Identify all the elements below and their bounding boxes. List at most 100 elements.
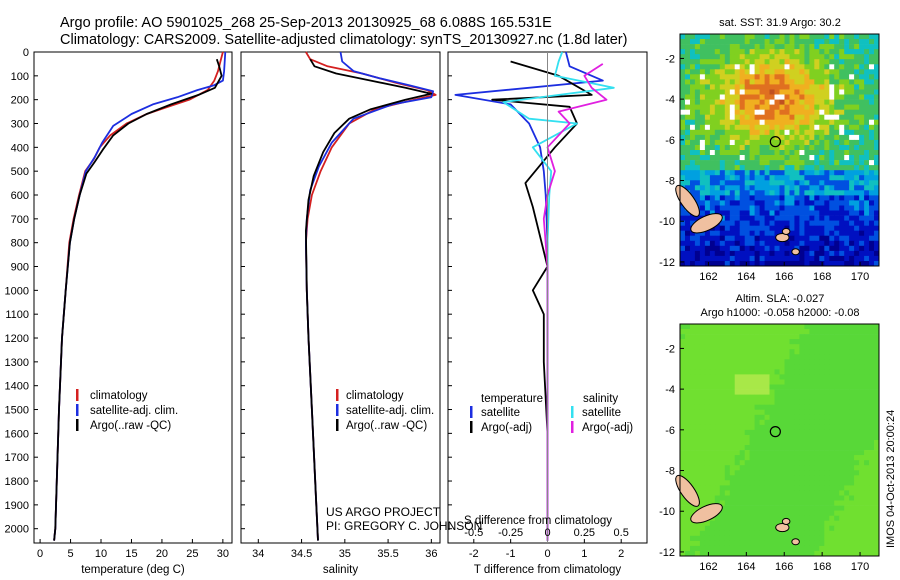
y-tick-label: 800 — [11, 238, 29, 250]
pi-credit: PI: GREGORY C. JOHNSON — [326, 519, 482, 533]
x-axis-label: temperature (deg C) — [81, 564, 185, 576]
lon-tick-label: 170 — [851, 271, 869, 283]
series-line-2 — [304, 51, 435, 541]
lat-tick-label: -10 — [659, 216, 675, 228]
x-tick-label: -1 — [506, 548, 516, 560]
x-tick-label: 34 — [252, 548, 264, 560]
island — [775, 232, 790, 243]
project-credit: US ARGO PROJECT — [326, 505, 441, 519]
legend-swatch — [76, 419, 79, 431]
legend-label: satellite-adj. clim. — [90, 405, 178, 417]
sla-field — [680, 324, 880, 557]
lon-tick-label: 166 — [775, 271, 793, 283]
sla-map-panel: 162 164 166 168 170 -2 -4 -6 -8 -10 -12 Altim. SLA:… — [659, 293, 880, 573]
y-tick-label: 100 — [11, 71, 29, 83]
y-tick-label: 1900 — [5, 500, 29, 512]
legend-swatch — [336, 419, 339, 431]
series-line-2 — [491, 60, 593, 541]
legend-swatch — [336, 404, 339, 416]
salinity-panel: 34 34.5 35 35.5 36 salinity climatology satelli… — [240, 51, 441, 576]
sst-map-panel: 162 164 166 168 170 -2 -4 -6 -8 -10 -12 sat. SST: 3… — [659, 17, 880, 283]
lon-tick-label: 162 — [699, 271, 717, 283]
x-tick-label: 30 — [217, 548, 229, 560]
lon-tick-label: 164 — [737, 561, 755, 573]
lat-tick-label: -12 — [659, 547, 675, 559]
y-tick-label: 200 — [11, 95, 29, 107]
x-tick-label: 0 — [544, 548, 550, 560]
legend-label: Argo(..raw -QC) — [90, 420, 171, 432]
y-tick-label: 1400 — [5, 381, 29, 393]
series-line-1 — [304, 51, 437, 541]
temperature-panel: 0100200300400500600700800900100011001200… — [5, 47, 233, 576]
legend-swatch — [336, 389, 339, 401]
island — [675, 184, 700, 217]
x-tick-label: 35 — [339, 548, 351, 560]
s-diff-tick-label: 0.5 — [614, 527, 629, 539]
x-tick-label: 5 — [67, 548, 73, 560]
x-tick-label: 34.5 — [291, 548, 312, 560]
lat-tick-label: -10 — [659, 506, 675, 518]
series-line-3 — [304, 58, 433, 541]
lat-tick-label: -4 — [665, 384, 675, 396]
island — [690, 213, 723, 234]
lat-tick-label: -8 — [665, 176, 675, 188]
lat-tick-label: -2 — [665, 343, 675, 355]
map-frame — [679, 33, 880, 267]
island — [791, 538, 800, 546]
lat-tick-label: -8 — [665, 466, 675, 478]
lon-tick-label: 170 — [851, 561, 869, 573]
legend-label: satellite — [582, 407, 621, 419]
lon-tick-label: 168 — [813, 271, 831, 283]
plot-frame — [240, 51, 441, 544]
lon-tick-label: 166 — [775, 561, 793, 573]
lat-tick-label: -6 — [665, 135, 675, 147]
y-tick-label: 1100 — [5, 309, 29, 321]
x-tick-label: 36 — [425, 548, 437, 560]
legend-swatch — [571, 421, 574, 433]
series-line-3 — [502, 51, 615, 541]
series-line-1 — [454, 51, 604, 541]
legend-title-salinity: salinity — [583, 393, 618, 405]
legend-swatch — [76, 404, 79, 416]
y-tick-label: 500 — [11, 166, 29, 178]
series-line-1 — [53, 51, 224, 541]
y-tick-label: 900 — [11, 262, 29, 274]
y-tick-label: 1000 — [5, 285, 29, 297]
island — [791, 248, 800, 256]
y-tick-label: 600 — [11, 190, 29, 202]
s-diff-axis-label: S difference from climatology — [464, 515, 612, 527]
difference-panel: -2 -1 0 1 2 T difference from climatology -0.5… — [447, 51, 648, 576]
legend-label: climatology — [346, 390, 404, 402]
legend-title-temperature: temperature — [481, 393, 543, 405]
lon-tick-label: 164 — [737, 271, 755, 283]
s-diff-tick-label: -0.5 — [464, 527, 483, 539]
lat-tick-label: -6 — [665, 425, 675, 437]
legend-swatch — [470, 406, 473, 418]
lat-tick-label: -12 — [659, 257, 675, 269]
x-tick-label: 1 — [581, 548, 587, 560]
legend-label: Argo(..raw -QC) — [346, 420, 427, 432]
s-diff-tick-label: -0.25 — [498, 527, 523, 539]
y-tick-label: 1600 — [5, 428, 29, 440]
x-tick-label: 15 — [125, 548, 137, 560]
header-line-1: Argo profile: AO 5901025_268 25-Sep-2013… — [60, 15, 552, 31]
sla-map-subtitle: Argo h1000: -0.058 h2000: -0.08 — [700, 307, 859, 319]
legend-label: satellite — [481, 407, 520, 419]
y-tick-label: 0 — [23, 47, 29, 59]
s-diff-tick-label: 0.25 — [574, 527, 595, 539]
lon-tick-label: 168 — [813, 561, 831, 573]
timestamp-stamp: IMOS 04-Oct-2013 20:00:24 — [885, 410, 897, 548]
y-tick-label: 1800 — [5, 476, 29, 488]
argo-position-marker — [769, 136, 781, 148]
sst-map-title: sat. SST: 31.9 Argo: 30.2 — [719, 17, 841, 29]
x-tick-label: 20 — [156, 548, 168, 560]
map-frame — [679, 323, 880, 557]
series-line-3 — [53, 58, 223, 541]
x-tick-label: -2 — [469, 548, 479, 560]
x-tick-label: 25 — [186, 548, 198, 560]
island — [690, 503, 723, 524]
x-tick-label: 0 — [37, 548, 43, 560]
header-line-2: Climatology: CARS2009. Satellite-adjuste… — [60, 32, 627, 48]
legend-label: climatology — [90, 390, 148, 402]
legend-swatch — [470, 421, 473, 433]
